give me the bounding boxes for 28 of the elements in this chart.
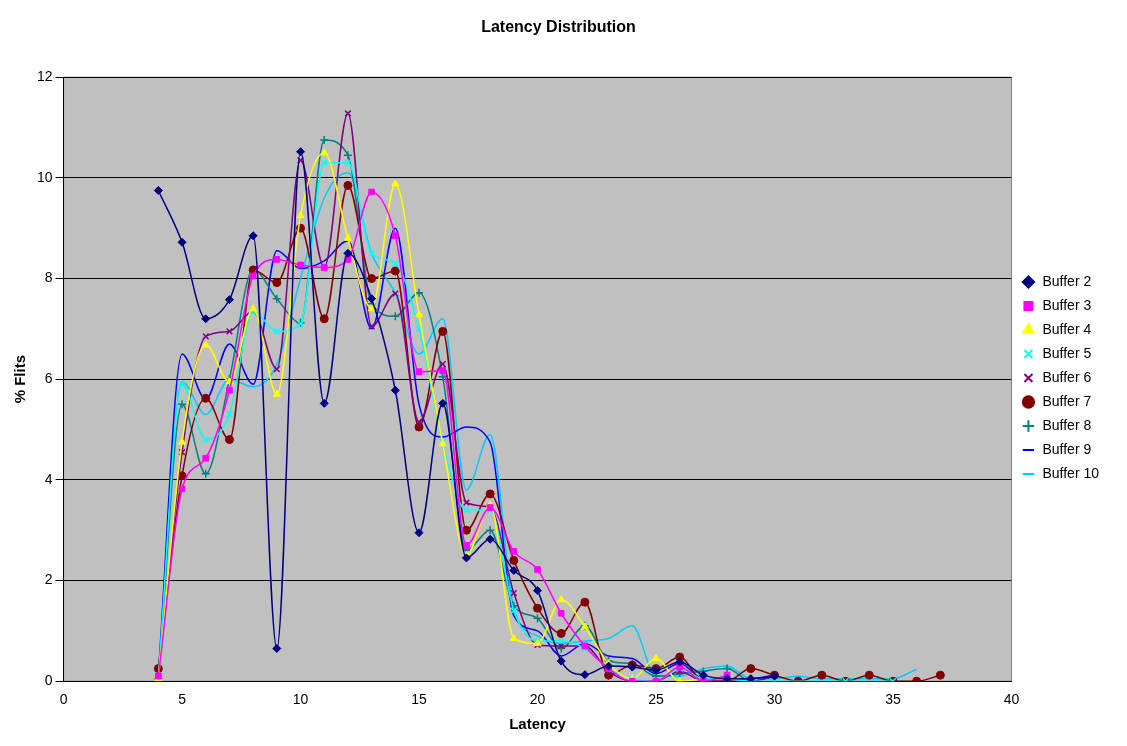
x-tick-label: 25 <box>648 691 664 708</box>
legend-label: Buffer 2 <box>1042 272 1092 289</box>
legend-label: Buffer 5 <box>1042 344 1092 361</box>
legend-label: Buffer 9 <box>1042 440 1092 457</box>
chart-title: Latency Distribution <box>481 18 636 36</box>
y-tick-label: 12 <box>36 68 53 85</box>
y-tick-label: 4 <box>44 470 53 487</box>
x-tick-label: 35 <box>885 691 901 708</box>
y-tick-label: 2 <box>44 571 53 588</box>
y-tick-label: 0 <box>44 672 53 689</box>
x-tick-label: 15 <box>411 691 428 708</box>
legend-label: Buffer 8 <box>1042 416 1092 433</box>
legend-label: Buffer 3 <box>1042 296 1092 313</box>
x-tick-label: 5 <box>178 691 187 708</box>
x-tick-label: 30 <box>766 691 783 708</box>
y-tick-label: 10 <box>36 168 53 185</box>
x-axis-title: Latency <box>509 715 567 733</box>
x-tick-label: 0 <box>59 691 68 708</box>
x-tick-label: 20 <box>529 691 546 708</box>
legend-label: Buffer 7 <box>1042 392 1092 409</box>
y-tick-label: 8 <box>44 269 53 286</box>
legend-label: Buffer 10 <box>1042 464 1100 481</box>
y-tick-label: 6 <box>44 370 53 387</box>
y-axis-title: % Flits <box>11 355 29 404</box>
legend-label: Buffer 4 <box>1042 320 1092 337</box>
x-tick-label: 10 <box>292 691 309 708</box>
x-tick-label: 40 <box>1003 691 1020 708</box>
legend-label: Buffer 6 <box>1042 368 1092 385</box>
